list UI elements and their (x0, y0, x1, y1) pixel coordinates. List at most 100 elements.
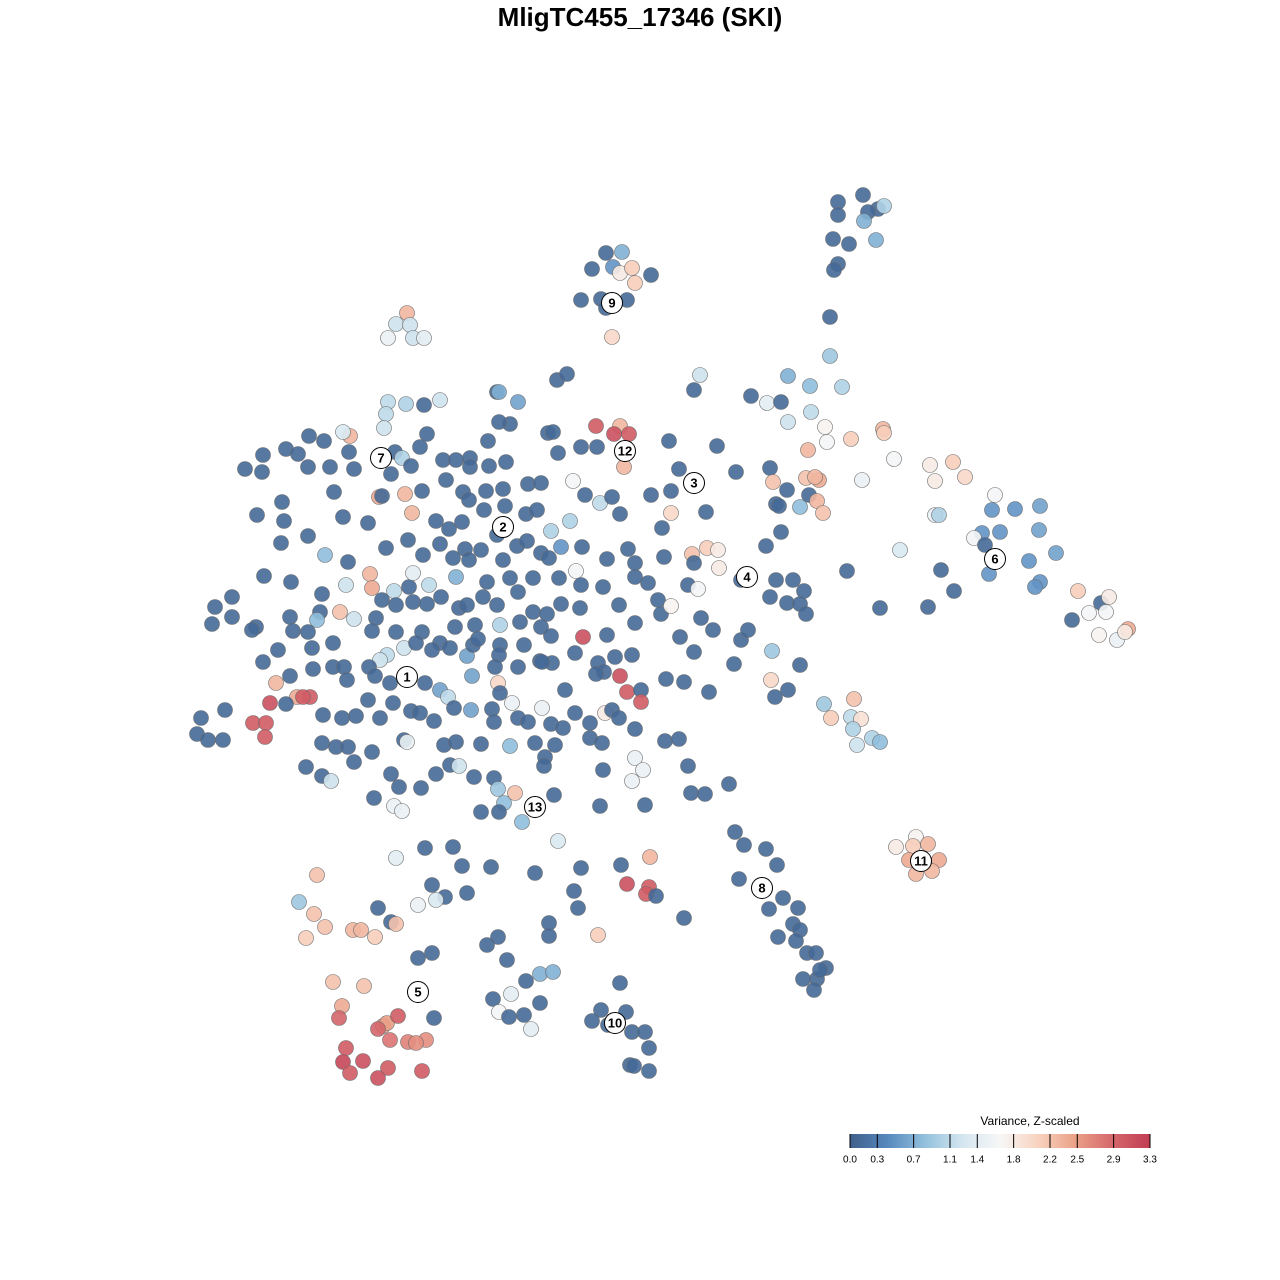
point (834, 379, 850, 395)
point (595, 762, 611, 778)
point (442, 640, 458, 656)
cluster-label: 7 (377, 450, 384, 465)
point (367, 668, 383, 684)
point (693, 610, 709, 626)
colorbar-tick-label: 2.9 (1107, 1155, 1121, 1166)
point (401, 579, 417, 595)
point (424, 877, 440, 893)
point (575, 629, 591, 645)
point (368, 610, 384, 626)
point (849, 737, 865, 753)
point (414, 1063, 430, 1079)
point (255, 654, 271, 670)
point (254, 464, 270, 480)
point (792, 657, 808, 673)
point (743, 388, 759, 404)
point (346, 461, 362, 477)
point (656, 549, 672, 565)
point (370, 900, 386, 916)
point (278, 696, 294, 712)
point (671, 461, 687, 477)
point (1098, 604, 1114, 620)
point (607, 649, 623, 665)
point (876, 425, 892, 441)
point (553, 596, 569, 612)
point (410, 950, 426, 966)
point (562, 513, 578, 529)
point (338, 1040, 354, 1056)
point (215, 732, 231, 748)
point (633, 694, 649, 710)
point (268, 675, 284, 691)
point (771, 498, 787, 514)
point (490, 929, 506, 945)
point (641, 1063, 657, 1079)
point (346, 611, 362, 627)
point (565, 473, 581, 489)
point (541, 928, 557, 944)
point (364, 580, 380, 596)
point (428, 892, 444, 908)
point (323, 773, 339, 789)
point (533, 619, 549, 635)
point (822, 309, 838, 325)
point (341, 444, 357, 460)
point (463, 702, 479, 718)
point (816, 696, 832, 712)
cluster-label: 9 (608, 295, 615, 310)
point (424, 642, 440, 658)
point (388, 916, 404, 932)
colorbar-tick-label: 2.2 (1043, 1155, 1057, 1166)
cluster-marker (370, 447, 392, 469)
point (346, 754, 362, 770)
point (432, 536, 448, 552)
point (599, 627, 615, 643)
point (380, 1060, 396, 1076)
point (495, 481, 511, 497)
point (193, 710, 209, 726)
point (1117, 624, 1133, 640)
point (759, 395, 775, 411)
point (1027, 579, 1043, 595)
cluster-label: 4 (743, 569, 751, 584)
point (780, 368, 796, 384)
point (518, 973, 534, 989)
point (680, 758, 696, 774)
point (701, 684, 717, 700)
point (588, 418, 604, 434)
point (467, 617, 483, 633)
point (270, 642, 286, 658)
point (404, 505, 420, 521)
point (545, 424, 561, 440)
point (282, 668, 298, 684)
cluster-marker (407, 981, 429, 1003)
point (573, 292, 589, 308)
point (516, 1007, 532, 1023)
point (491, 804, 507, 820)
point (819, 434, 835, 450)
cluster-label: 11 (914, 853, 928, 868)
point (1081, 605, 1097, 621)
point (992, 524, 1008, 540)
point (338, 577, 354, 593)
point (348, 708, 364, 724)
point (479, 574, 495, 590)
point (570, 900, 586, 916)
point (572, 600, 588, 616)
point (335, 1054, 351, 1070)
point (244, 622, 260, 638)
point (825, 231, 841, 247)
point (466, 769, 482, 785)
point (758, 841, 774, 857)
point (394, 803, 410, 819)
point (525, 604, 541, 620)
point (780, 682, 796, 698)
point (391, 779, 407, 795)
point (692, 367, 708, 383)
point (773, 524, 789, 540)
point (514, 814, 530, 830)
point (340, 739, 356, 755)
point (539, 606, 555, 622)
cluster-marker (683, 472, 705, 494)
point (686, 644, 702, 660)
